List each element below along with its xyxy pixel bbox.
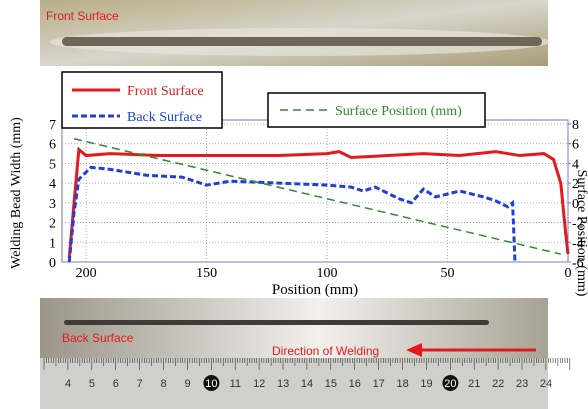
ruler-label: 16 bbox=[349, 378, 361, 390]
y-tick-label: 1 bbox=[49, 236, 56, 251]
y2-tick-label: -6 bbox=[572, 256, 584, 271]
y2-tick-label: 2 bbox=[572, 177, 579, 192]
ruler-label: 6 bbox=[113, 378, 119, 390]
ruler-label: 8 bbox=[161, 378, 167, 390]
y2-tick-label: 6 bbox=[572, 138, 579, 153]
legend-label: Back Surface bbox=[127, 110, 202, 125]
y-tick-label: 2 bbox=[49, 217, 56, 232]
weld-bead bbox=[62, 37, 542, 46]
ruler-label: 18 bbox=[396, 378, 408, 390]
y-axis-label: Welding Bead Width (mm) bbox=[9, 117, 24, 269]
series-line bbox=[73, 138, 561, 255]
ruler-label: 19 bbox=[420, 378, 432, 390]
y2-axis-label: Surface Position (mm) bbox=[574, 170, 588, 297]
x-tick-label: 0 bbox=[565, 266, 572, 281]
ruler-label: 22 bbox=[492, 378, 504, 390]
y-tick-label: 5 bbox=[49, 157, 56, 172]
ruler-badge bbox=[442, 375, 459, 391]
y2-tick-label: 8 bbox=[572, 118, 579, 133]
ruler-label: 12 bbox=[253, 378, 265, 390]
ruler-label: 15 bbox=[325, 378, 337, 390]
ruler-label: 13 bbox=[277, 378, 289, 390]
ruler-ticks: 4 5 6 7 8 9 10 11 12 13 14 15 16 17 18 19 20 21 22 23 24 bbox=[43, 358, 571, 391]
legend-label: Surface Position (mm) bbox=[335, 104, 462, 119]
weld-bead bbox=[64, 320, 489, 325]
y-tick-label: 3 bbox=[49, 197, 56, 212]
series-line bbox=[67, 146, 570, 259]
ruler bbox=[40, 358, 548, 409]
ruler-label: 4 bbox=[65, 378, 71, 390]
x-tick-label: 100 bbox=[317, 266, 338, 281]
plot-frame bbox=[61, 119, 569, 263]
ruler-label: 10 bbox=[205, 378, 217, 390]
ruler-label: 14 bbox=[301, 378, 313, 390]
ruler-label: 17 bbox=[373, 378, 385, 390]
ruler-label: 20 bbox=[444, 378, 456, 390]
back-photo bbox=[40, 298, 548, 358]
photo-label: Direction of Welding bbox=[272, 344, 379, 358]
ruler-label: 7 bbox=[137, 378, 143, 390]
y2-tick-label: -2 bbox=[572, 217, 584, 232]
ruler-label: 9 bbox=[184, 378, 190, 390]
photo-label: Back Surface bbox=[62, 331, 134, 345]
x-tick-label: 200 bbox=[76, 266, 97, 281]
ruler-label: 23 bbox=[516, 378, 528, 390]
ruler-label: 5 bbox=[89, 378, 95, 390]
y2-tick-label: 0 bbox=[572, 197, 579, 212]
y2-tick-label: 4 bbox=[572, 157, 579, 172]
legend-box bbox=[267, 92, 486, 128]
chart: 0 1 2 3 4 5 6 7 -6 -4 -2 0 2 4 6 8 200 150 100 50 0 Position … bbox=[9, 71, 588, 298]
x-tick-label: 150 bbox=[196, 266, 217, 281]
legend-box bbox=[61, 71, 223, 129]
ruler-label: 11 bbox=[230, 378, 241, 390]
ruler-label: 21 bbox=[468, 378, 480, 390]
arrow-head bbox=[406, 343, 422, 357]
legend-label: Front Surface bbox=[127, 84, 204, 99]
x-axis-label: Position (mm) bbox=[272, 282, 358, 298]
ruler-badge bbox=[203, 375, 220, 391]
y2-tick-label: -4 bbox=[572, 236, 584, 251]
ruler-label: 24 bbox=[540, 378, 552, 390]
y-tick-label: 4 bbox=[49, 177, 56, 192]
y-tick-label: 7 bbox=[49, 118, 56, 133]
x-tick-label: 50 bbox=[441, 266, 455, 281]
y-tick-label: 6 bbox=[49, 138, 56, 153]
y-tick-label: 0 bbox=[49, 256, 56, 271]
photo-label: Front Surface bbox=[46, 9, 119, 23]
series-line bbox=[67, 165, 517, 263]
